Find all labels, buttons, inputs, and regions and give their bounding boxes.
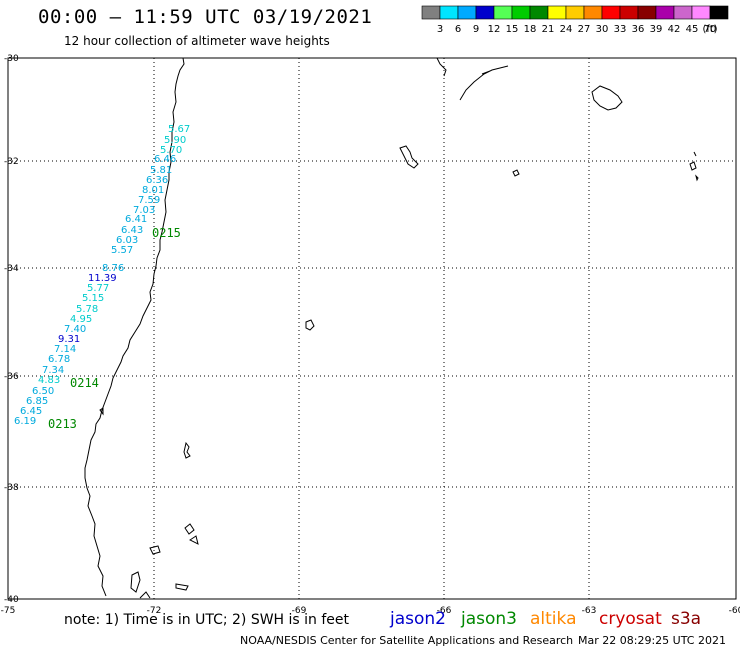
wave-height-label: 4.95 bbox=[70, 314, 92, 325]
coastline bbox=[84, 57, 699, 599]
footer-credit: NOAA/NESDIS Center for Satellite Applica… bbox=[240, 634, 574, 647]
wave-height-label: 6.45 bbox=[20, 406, 42, 417]
latitude-label: -36 bbox=[4, 372, 19, 382]
coastline-islands-south bbox=[139, 523, 199, 599]
island-east-1 bbox=[591, 85, 623, 111]
legend-label: 21 bbox=[542, 24, 555, 35]
wave-height-label: 6.19 bbox=[14, 416, 36, 427]
legend-label: 45 bbox=[686, 24, 699, 35]
latitude-label: -38 bbox=[4, 483, 19, 493]
map-subtitle: 12 hour collection of altimeter wave hei… bbox=[64, 34, 330, 48]
map-title: 00:00 – 11:59 UTC 03/19/2021 bbox=[38, 6, 373, 28]
wave-height-label: 6.85 bbox=[26, 396, 48, 407]
legend-label: 36 bbox=[632, 24, 645, 35]
latitude-label: -30 bbox=[4, 54, 19, 64]
wave-height-label: 6.43 bbox=[121, 225, 143, 236]
coastline-island-mocha bbox=[183, 441, 191, 459]
legend-swatch bbox=[709, 5, 729, 20]
wave-height-label: 5.77 bbox=[87, 283, 109, 294]
coastline-north-east bbox=[436, 57, 509, 101]
wave-height-label: 7.59 bbox=[138, 195, 160, 206]
island-east-4 bbox=[689, 151, 699, 182]
wave-height-label: 8.01 bbox=[142, 185, 164, 196]
wave-height-label: 6.03 bbox=[116, 235, 138, 246]
mission-jason3: jason3 bbox=[461, 609, 517, 629]
wave-height-label: 5.15 bbox=[82, 293, 104, 304]
footer-timestamp: Mar 22 08:29:25 UTC 2021 bbox=[578, 634, 726, 647]
pass-time-labels: 0215 0214 0213 bbox=[48, 226, 181, 431]
coastline-islet-west bbox=[99, 407, 104, 416]
latitude-label: -34 bbox=[4, 264, 19, 274]
pass-time-label: 0214 bbox=[70, 376, 99, 390]
longitude-label: -60 bbox=[729, 606, 740, 616]
wave-height-label: 7.14 bbox=[54, 344, 76, 355]
longitude-label: -69 bbox=[292, 606, 307, 616]
wave-height-label: 7.40 bbox=[64, 324, 86, 335]
legend-label: 15 bbox=[506, 24, 519, 35]
map-frame bbox=[7, 57, 737, 600]
wave-height-label: 5.70 bbox=[160, 145, 182, 156]
legend-label: 39 bbox=[650, 24, 663, 35]
wave-height-label: 6.36 bbox=[146, 175, 168, 186]
wave-height-label: 5.90 bbox=[164, 135, 186, 146]
legend-label: 30 bbox=[596, 24, 609, 35]
wave-height-label: 8.76 bbox=[102, 263, 124, 274]
mission-cryosat: cryosat bbox=[599, 609, 662, 629]
island-east-2 bbox=[399, 145, 419, 169]
mission-s3a: s3a bbox=[671, 609, 702, 629]
wave-height-label: 7.03 bbox=[133, 205, 155, 216]
observation-labels: 5.675.905.706.465.816.368.017.597.036.41… bbox=[14, 124, 190, 427]
legend-label: 24 bbox=[560, 24, 573, 35]
longitude-label: -66 bbox=[437, 606, 452, 616]
wave-height-label: 6.46 bbox=[154, 154, 176, 165]
legend-label: 18 bbox=[524, 24, 537, 35]
latitude-label: -40 bbox=[4, 595, 19, 605]
island-east-3 bbox=[512, 169, 520, 177]
wave-height-label: 4.83 bbox=[38, 375, 60, 386]
wave-height-label: 11.39 bbox=[88, 273, 117, 284]
longitude-label: -63 bbox=[582, 606, 597, 616]
wave-height-label: 5.57 bbox=[111, 245, 133, 256]
island-juan-fernandez bbox=[305, 319, 315, 331]
wave-height-label: 9.31 bbox=[58, 334, 80, 345]
longitude-label: -72 bbox=[147, 606, 162, 616]
legend-label: 33 bbox=[614, 24, 627, 35]
legend-label: 27 bbox=[578, 24, 591, 35]
legend-label: 6 bbox=[455, 24, 461, 35]
pass-time-label: 0215 bbox=[152, 226, 181, 240]
wave-height-label: 5.78 bbox=[76, 304, 98, 315]
wave-height-label: 7.34 bbox=[42, 365, 64, 376]
wave-height-label: 6.50 bbox=[32, 386, 54, 397]
legend-label: 42 bbox=[668, 24, 681, 35]
latitude-label: -32 bbox=[4, 157, 19, 167]
pass-time-label: 0213 bbox=[48, 417, 77, 431]
wave-height-label: 5.81 bbox=[150, 165, 172, 176]
graticule: -30 -32 -34 -36 -38 -40-75 -72 -69 -66 -63 -60 bbox=[1, 54, 740, 616]
color-legend: 3 6 9 12 15 18 21 24 27 30 33 36 39 42 45 70(ft) bbox=[421, 5, 729, 35]
longitude-label: -75 bbox=[1, 606, 16, 616]
wave-height-label: 6.78 bbox=[48, 354, 70, 365]
footer-note: note: 1) Time is in UTC; 2) SWH is in fe… bbox=[64, 612, 350, 628]
coastline-chile bbox=[84, 57, 185, 597]
wave-height-label: 6.41 bbox=[125, 214, 147, 225]
legend-label: 12 bbox=[488, 24, 501, 35]
legend-unit: (ft) bbox=[702, 24, 717, 35]
legend-label: 70 bbox=[704, 24, 717, 35]
legend-label: 9 bbox=[473, 24, 479, 35]
coastline-chiloe bbox=[130, 571, 141, 593]
wave-height-label: 5.67 bbox=[168, 124, 190, 135]
mission-jason2: jason2 bbox=[390, 609, 446, 629]
mission-altika: altika bbox=[530, 609, 577, 629]
legend-label: 3 bbox=[437, 24, 443, 35]
